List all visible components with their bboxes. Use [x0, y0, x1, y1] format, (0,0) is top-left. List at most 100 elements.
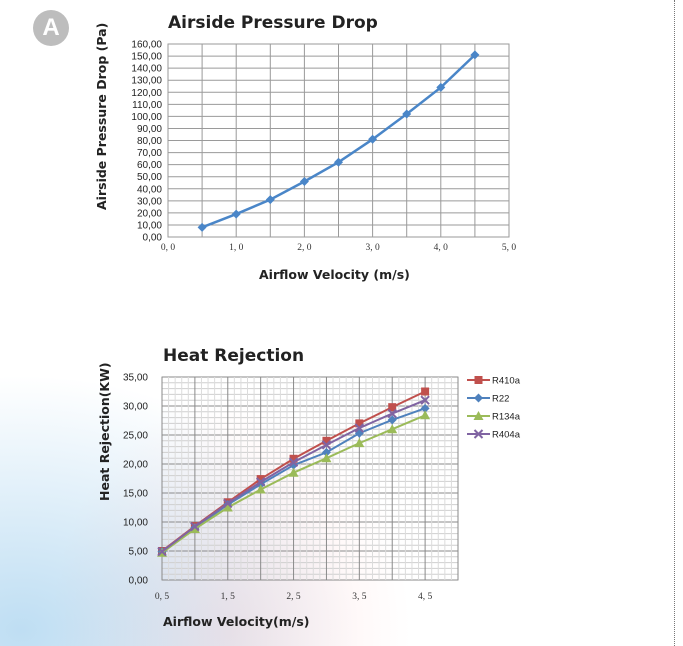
chart2-data-point-R134a [387, 424, 398, 434]
chart1-data-point [368, 134, 378, 144]
chart1-data-point [197, 222, 207, 232]
chart1-y-tick-label: 130,00 [131, 76, 162, 87]
chart1-data-point [470, 50, 480, 60]
chart2-x-tick-label: 3, 5 [352, 592, 367, 602]
chart2-x-tick-label: 4, 5 [418, 592, 433, 602]
chart1-x-tick-label: 5, 0 [502, 243, 517, 253]
chart2-x-ticks: 0, 5 1, 5 2, 5 3, 5 4, 5 [155, 592, 433, 602]
chart2-data-point-R22 [387, 415, 397, 425]
chart2-data-point-R134a [255, 484, 266, 494]
chart1-data-point [436, 82, 446, 92]
legend-swatch-marker [473, 411, 484, 420]
chart1-y-tick-label: 50,00 [137, 172, 162, 183]
chart1-y-tick-label: 0,00 [143, 233, 163, 244]
chart1-y-tick-label: 90,00 [137, 124, 162, 135]
chart1-y-tick-label: 20,00 [137, 208, 162, 219]
page-border [674, 0, 675, 646]
legend-swatch-marker [474, 393, 483, 403]
chart2-series [157, 387, 431, 557]
chart2-y-tick-label: 35,00 [123, 373, 148, 384]
legend-swatch-marker [474, 376, 483, 384]
chart1-x-tick-label: 2, 0 [297, 243, 312, 253]
chart1-y-tick-label: 160,00 [131, 40, 162, 51]
chart2-data-point-R404a [223, 498, 233, 509]
chart1-y-tick-label: 140,00 [131, 64, 162, 75]
chart1-y-tick-label: 110,00 [132, 100, 162, 111]
chart1-title: Airside Pressure Drop [168, 13, 378, 33]
chart2-data-point-R404a [255, 477, 266, 487]
chart1-y-tick-label: 10,00 [137, 220, 162, 231]
chart-heat-rejection: Heat Rejection 0,00 5,00 10,00 15,00 20,00 25… [97, 346, 521, 629]
chart2-y-tick-label: 5,00 [129, 547, 149, 558]
chart1-x-axis-title: Airflow Velocity (m/s) [259, 267, 410, 282]
chart1-x-tick-label: 3, 0 [365, 243, 380, 253]
chart2-x-tick-label: 2, 5 [286, 592, 301, 602]
chart2-data-point-R404a [190, 521, 200, 532]
chart2-data-point-R410a [355, 419, 364, 428]
chart2-x-tick-label: 1, 5 [221, 592, 236, 602]
chart2-y-tick-label: 0,00 [129, 576, 149, 587]
panel-label-badge: A [33, 10, 69, 46]
chart2-y-tick-label: 20,00 [123, 460, 148, 471]
legend-label-R404a: R404a [492, 430, 521, 441]
chart2-data-point-R134a [288, 467, 299, 477]
chart1-gridlines [167, 43, 510, 238]
legend-label-R410a: R410a [492, 376, 521, 387]
chart1-x-ticks: 0, 0 1, 0 2, 0 3, 0 4, 0 5, 0 [161, 243, 517, 253]
chart1-data-point [334, 157, 343, 167]
chart2-data-point-R410a [256, 475, 265, 484]
chart1-y-ticks: 0,00 10,0020,0030,0040,0050,0060,0070,008… [131, 40, 162, 244]
chart2-data-point-R22 [256, 479, 266, 489]
chart2-title: Heat Rejection [163, 346, 304, 366]
chart2-data-point-R134a [321, 453, 332, 463]
chart2-data-point-R404a [157, 546, 167, 557]
chart1-y-tick-label: 60,00 [137, 160, 162, 171]
chart2-data-point-R404a [420, 395, 430, 405]
chart2-y-ticks: 0,00 5,00 10,00 15,00 20,00 25,00 30,00 35,00 [123, 373, 148, 587]
chart2-data-point-R410a [388, 403, 397, 412]
chart2-gridlines [161, 376, 459, 581]
chart1-x-tick-label: 4, 0 [434, 243, 449, 253]
chart2-y-tick-label: 15,00 [123, 489, 148, 500]
chart1-y-axis-title: Airside Pressure Drop (Pa) [94, 23, 109, 210]
chart2-data-point-R410a [322, 436, 331, 445]
chart2-data-point-R410a [421, 387, 430, 396]
chart-pressure-drop: Airside Pressure Drop 0,00 10,0020,0030,0… [94, 13, 516, 282]
chart1-y-tick-label: 120,00 [131, 88, 162, 99]
chart1-data-point [265, 195, 275, 205]
legend-label-R22: R22 [492, 394, 509, 405]
chart2-data-point-R404a [288, 457, 299, 467]
chart2-plot-area [161, 376, 459, 581]
chart2-legend: R410a R22 R134a R404a [467, 376, 521, 441]
chart1-y-tick-label: 30,00 [137, 196, 162, 207]
chart2-x-tick-label: 0, 5 [155, 592, 170, 602]
chart1-y-tick-label: 40,00 [137, 184, 162, 195]
chart2-data-point-R404a [321, 440, 332, 450]
chart1-x-tick-label: 1, 0 [229, 243, 244, 253]
chart1-data-point [402, 109, 412, 119]
chart2-data-point-R404a [354, 423, 365, 433]
chart2-y-axis-title: Heat Rejection(KW) [97, 362, 112, 501]
chart2-y-tick-label: 25,00 [123, 431, 148, 442]
chart2-data-point-R22 [321, 447, 331, 457]
chart1-x-tick-label: 0, 0 [161, 243, 176, 253]
chart1-series [197, 50, 480, 232]
chart1-y-tick-label: 100,00 [131, 112, 162, 123]
chart2-data-point-R134a [420, 410, 431, 420]
chart2-data-point-R22 [420, 403, 430, 413]
chart1-y-tick-label: 80,00 [137, 136, 162, 147]
legend-swatch-marker [473, 429, 484, 439]
chart1-y-tick-label: 150,00 [131, 52, 162, 63]
chart2-x-axis-title: Airflow Velocity(m/s) [163, 614, 310, 629]
chart1-data-point [231, 209, 241, 219]
chart1-data-point [299, 177, 309, 187]
chart2-data-point-R134a [189, 523, 200, 533]
chart2-data-point-R410a [289, 454, 298, 463]
chart2-data-point-R404a [387, 408, 397, 419]
chart2-y-tick-label: 30,00 [123, 402, 148, 413]
legend-label-R134a: R134a [492, 412, 521, 423]
chart2-data-point-R134a [222, 502, 233, 512]
chart1-y-tick-label: 70,00 [137, 148, 162, 159]
chart2-data-point-R134a [354, 438, 365, 448]
